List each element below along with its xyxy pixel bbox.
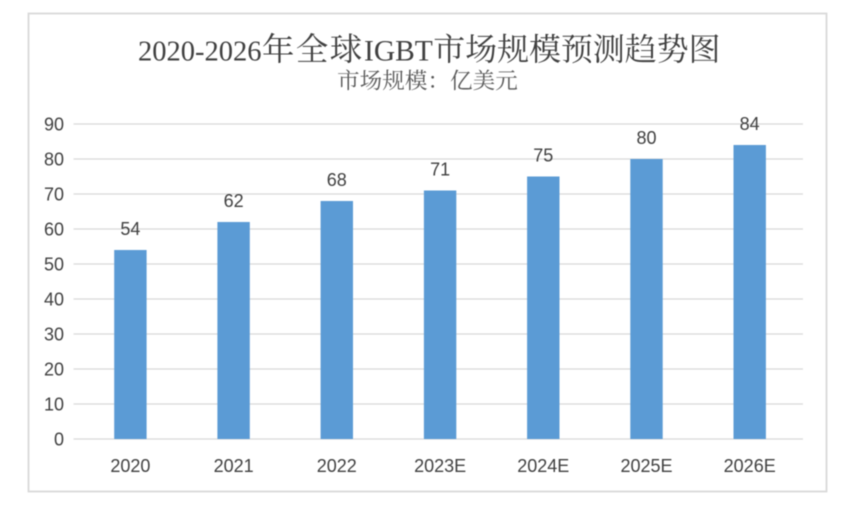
- svg-text:60: 60: [44, 219, 64, 239]
- svg-text:2020-2026: 2020-2026: [138, 37, 262, 68]
- svg-text:68: 68: [327, 170, 347, 190]
- svg-text:20: 20: [44, 359, 64, 379]
- svg-text:2023E: 2023E: [414, 456, 466, 476]
- svg-text:2022: 2022: [317, 456, 357, 476]
- svg-text:62: 62: [224, 191, 244, 211]
- svg-text:84: 84: [740, 114, 760, 134]
- svg-text:2024E: 2024E: [517, 456, 569, 476]
- svg-text:2020: 2020: [110, 456, 150, 476]
- svg-text:30: 30: [44, 324, 64, 344]
- svg-text:2021: 2021: [214, 456, 254, 476]
- svg-text:10: 10: [44, 394, 64, 414]
- svg-text:80: 80: [44, 149, 64, 169]
- svg-text:2026E: 2026E: [724, 456, 776, 476]
- svg-text:50: 50: [44, 254, 64, 274]
- svg-text:80: 80: [636, 128, 656, 148]
- svg-text:IGBT: IGBT: [364, 36, 433, 68]
- svg-text:90: 90: [44, 114, 64, 134]
- svg-text:0: 0: [54, 429, 64, 449]
- svg-text:54: 54: [120, 219, 140, 239]
- svg-text:75: 75: [533, 146, 553, 166]
- svg-text:2025E: 2025E: [620, 456, 672, 476]
- svg-text:70: 70: [44, 184, 64, 204]
- svg-text:71: 71: [430, 160, 450, 180]
- svg-text:40: 40: [44, 289, 64, 309]
